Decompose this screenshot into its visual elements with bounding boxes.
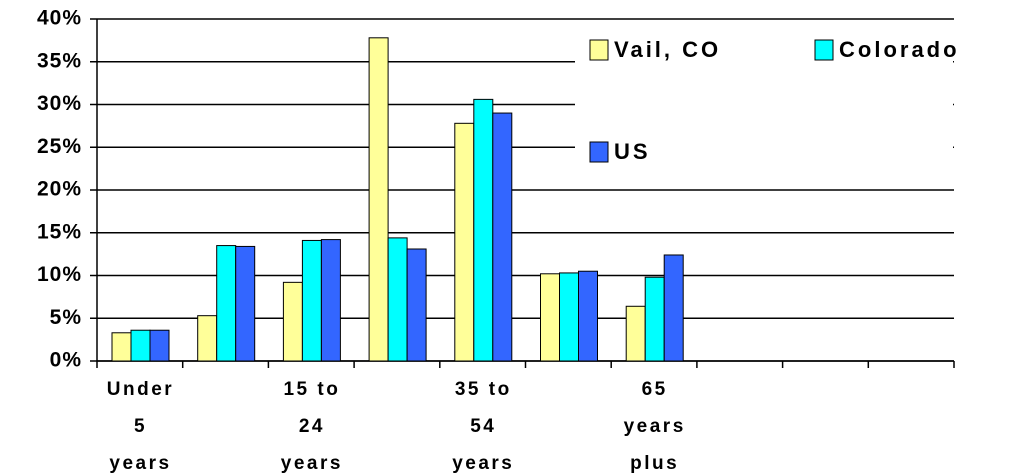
x-tick-label: Under 5 years (106, 379, 175, 474)
y-tick-label: 0% (50, 349, 82, 372)
bar (130, 329, 151, 362)
bar (406, 248, 427, 362)
legend-swatch (814, 39, 834, 61)
bar (282, 281, 303, 362)
legend-label: Colorado (839, 37, 960, 62)
bar (473, 98, 494, 362)
bar (197, 315, 218, 362)
bar (216, 245, 237, 362)
y-tick-label: 15% (37, 220, 82, 243)
bar (625, 305, 646, 362)
bar (235, 245, 256, 362)
bar (111, 332, 132, 362)
bar (559, 272, 579, 362)
legend-swatch (589, 39, 609, 61)
bar (540, 273, 560, 362)
y-tick-label: 10% (37, 263, 82, 286)
bar (663, 254, 684, 362)
y-tick-label: 30% (37, 92, 82, 115)
bar (320, 239, 341, 362)
legend-swatch (589, 141, 609, 163)
legend-label: Vail, CO (614, 37, 721, 62)
y-tick-label: 20% (37, 178, 82, 201)
y-tick-label: 25% (37, 135, 82, 158)
x-tick-label: 35 to 54 years (452, 379, 515, 474)
bar (301, 239, 322, 362)
y-tick-label: 5% (50, 306, 82, 329)
legend-label: US (614, 139, 651, 164)
bar (644, 276, 665, 362)
y-tick-label: 35% (37, 49, 82, 72)
bar (454, 122, 475, 362)
bar (387, 237, 408, 362)
legend-box (575, 21, 953, 171)
bar (492, 112, 513, 362)
x-tick-label: 65 years plus (623, 379, 686, 474)
bar (368, 37, 389, 362)
bar (578, 270, 598, 362)
x-tick-label: 15 to 24 years (280, 379, 343, 474)
bar (149, 329, 170, 362)
y-tick-label: 40% (37, 7, 82, 30)
